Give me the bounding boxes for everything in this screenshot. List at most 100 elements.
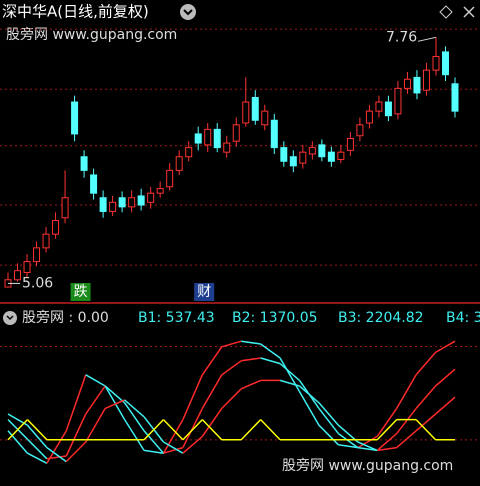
indicator-segment bbox=[318, 402, 339, 426]
signal-label: 财 bbox=[197, 284, 211, 300]
indicator-segment bbox=[279, 379, 300, 387]
candle-body bbox=[261, 110, 269, 126]
indicator-segment bbox=[27, 452, 48, 464]
indicator-segment bbox=[201, 419, 223, 441]
candle-body bbox=[337, 151, 345, 160]
candle-body bbox=[270, 119, 278, 149]
indicator-segment bbox=[201, 407, 223, 437]
annotation-arrow bbox=[417, 36, 437, 42]
indicator-segment bbox=[162, 419, 184, 454]
indicator-segment bbox=[201, 374, 223, 409]
indicator-segment bbox=[435, 396, 456, 415]
indicator-segment bbox=[279, 363, 301, 381]
annotation-label: 5.06 bbox=[22, 275, 53, 291]
indicator-segment bbox=[415, 385, 437, 409]
candle-body bbox=[52, 220, 60, 235]
indicator-label: B4: 3 bbox=[446, 310, 480, 326]
indicator-segment bbox=[104, 385, 126, 404]
candle-body bbox=[185, 147, 193, 158]
indicator-segment bbox=[221, 388, 242, 409]
candle-body bbox=[280, 147, 288, 162]
diamond-icon[interactable] bbox=[439, 5, 453, 19]
indicator-segment bbox=[124, 399, 145, 418]
indicator-segment bbox=[26, 419, 48, 441]
candle-body bbox=[99, 197, 107, 212]
candle-body bbox=[147, 192, 155, 203]
indicator-segment bbox=[376, 407, 398, 437]
candle-body bbox=[308, 147, 316, 155]
candle-body bbox=[394, 87, 402, 115]
indicator-segment bbox=[260, 343, 281, 359]
indicator-segment bbox=[65, 374, 87, 432]
indicator-segment bbox=[298, 391, 320, 426]
indicator-segment bbox=[182, 435, 203, 454]
indicator-segment bbox=[163, 441, 184, 454]
candle-body bbox=[14, 270, 22, 281]
candle-body bbox=[204, 128, 212, 146]
signal-box bbox=[70, 283, 91, 301]
candle-body bbox=[346, 137, 354, 151]
candle-body bbox=[118, 197, 126, 208]
indicator-segment bbox=[163, 446, 184, 454]
candle-body bbox=[71, 101, 79, 135]
indicator-segment bbox=[415, 413, 437, 432]
indicator-segment bbox=[7, 419, 28, 441]
indicator-segment bbox=[357, 441, 378, 452]
indicator-segment bbox=[241, 340, 261, 345]
indicator-segment bbox=[46, 455, 67, 460]
indicator-segment bbox=[318, 407, 339, 435]
indicator-segment bbox=[65, 441, 87, 463]
indicator-segment bbox=[279, 357, 301, 392]
candle-body bbox=[90, 174, 98, 194]
candle-body bbox=[318, 144, 326, 158]
indicator-segment bbox=[182, 419, 203, 441]
candle-body bbox=[213, 128, 221, 149]
indicator-segment bbox=[376, 433, 398, 451]
candle-body bbox=[232, 124, 240, 142]
candle-body bbox=[413, 76, 421, 94]
indicator-segment bbox=[182, 374, 204, 420]
candle-body bbox=[432, 55, 440, 71]
indicator-segment bbox=[376, 419, 398, 441]
candle-body bbox=[194, 133, 202, 144]
watermark: 股旁网 www.gupang.com bbox=[6, 26, 177, 43]
indicator-segment bbox=[143, 449, 164, 454]
candle-body bbox=[289, 156, 297, 167]
indicator-segment bbox=[435, 368, 456, 387]
candle-body bbox=[384, 101, 392, 117]
indicator-segment bbox=[162, 419, 184, 441]
candle-body bbox=[109, 201, 117, 212]
indicator-segment bbox=[182, 408, 204, 448]
indicator-segment bbox=[415, 351, 437, 376]
candle-body bbox=[422, 69, 430, 91]
indicator-segment bbox=[260, 357, 281, 365]
indicator-segment bbox=[85, 385, 106, 415]
indicator-label: B2: 1370.05 bbox=[232, 310, 318, 326]
indicator-segment bbox=[123, 402, 145, 432]
dropdown-icon[interactable] bbox=[180, 4, 196, 20]
indicator-segment bbox=[377, 446, 397, 452]
candle-body bbox=[166, 169, 174, 188]
indicator-segment bbox=[46, 446, 67, 463]
indicator-segment bbox=[221, 360, 242, 376]
close-icon[interactable] bbox=[463, 6, 475, 18]
signal-label: 跌 bbox=[74, 284, 88, 300]
indicator-segment bbox=[396, 374, 417, 409]
indicator-segment bbox=[221, 340, 242, 348]
candle-body bbox=[128, 197, 136, 208]
indicator-segment bbox=[201, 346, 223, 376]
indicator-segment bbox=[338, 444, 358, 449]
candle-body bbox=[356, 124, 364, 137]
candle-body bbox=[42, 233, 50, 249]
indicator-segment bbox=[240, 419, 262, 441]
indicator-segment bbox=[396, 430, 417, 449]
dropdown-chevron bbox=[183, 9, 193, 16]
indicator-segment bbox=[260, 419, 281, 441]
candle-body bbox=[375, 101, 383, 112]
annotation-label: 7.76 bbox=[386, 29, 417, 45]
candle-body bbox=[327, 151, 335, 162]
indicator-segment bbox=[104, 385, 126, 420]
chart-title: 深中华A(日线,前复权) bbox=[2, 3, 149, 21]
indicator-segment bbox=[415, 419, 437, 441]
